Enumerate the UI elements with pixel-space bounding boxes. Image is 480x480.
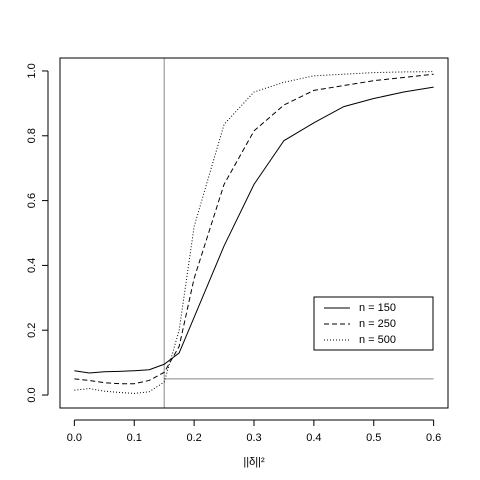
y-tick-label: 1.0 (26, 63, 38, 78)
x-tick-label: 0.6 (426, 432, 441, 444)
y-tick-label: 0.0 (26, 387, 38, 402)
series-line (74, 73, 434, 385)
y-tick-label: 0.8 (26, 128, 38, 143)
x-tick-label: 0.3 (246, 432, 261, 444)
y-tick-label: 0.6 (26, 193, 38, 208)
x-tick-label: 0.2 (186, 432, 201, 444)
legend-label: n = 150 (359, 302, 396, 314)
x-tick-label: 0.0 (67, 432, 82, 444)
x-axis-label: ||δ||² (243, 456, 265, 468)
plot-frame (59, 57, 449, 409)
legend-label: n = 250 (359, 318, 396, 330)
series-line (74, 71, 434, 394)
x-tick-label: 0.4 (306, 432, 321, 444)
y-tick-label: 0.4 (26, 258, 38, 273)
x-tick-label: 0.5 (366, 432, 381, 444)
x-tick-label: 0.1 (127, 432, 142, 444)
legend-label: n = 500 (359, 334, 396, 346)
y-tick-label: 0.2 (26, 323, 38, 338)
series-line (74, 86, 434, 374)
